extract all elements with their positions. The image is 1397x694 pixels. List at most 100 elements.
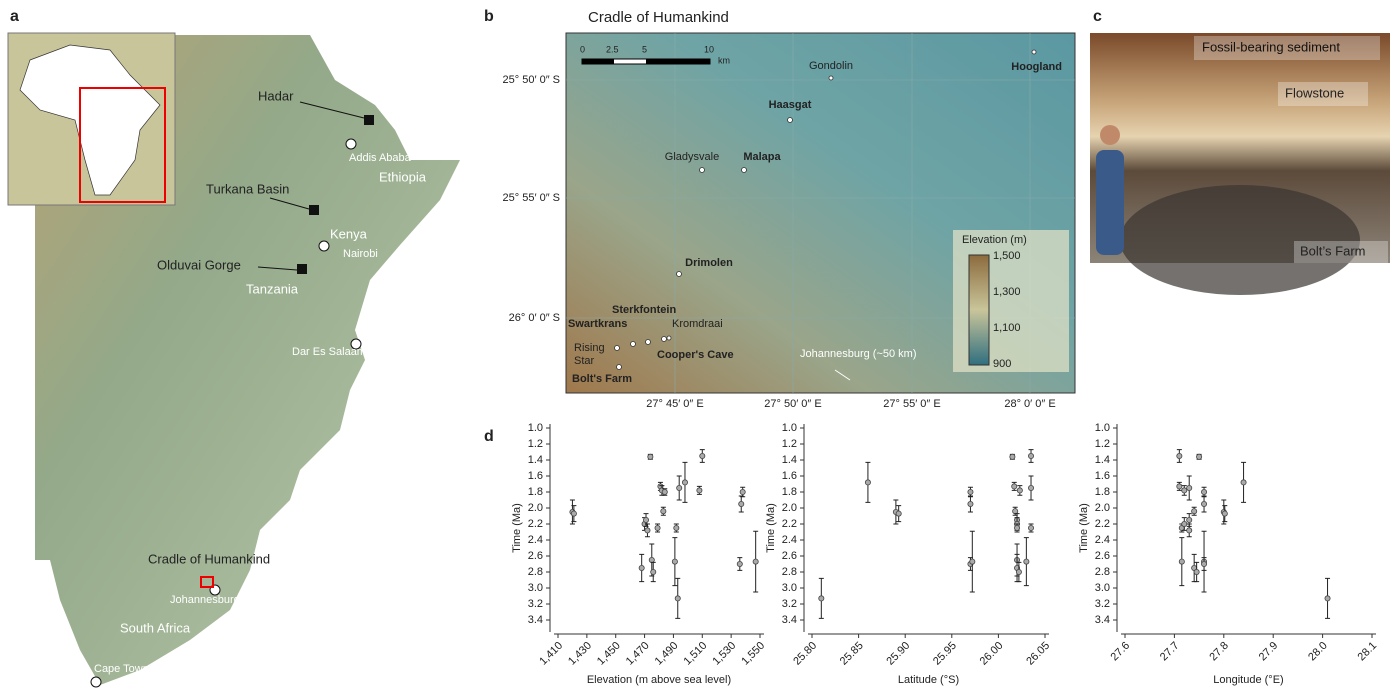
point [1016,569,1021,574]
scale-label: 10 [704,44,714,54]
panel-label: c [1093,8,1102,25]
y-tick-label: 1.8 [1095,486,1110,498]
y-tick-label: 2.4 [782,534,797,546]
annotation: Flowstone [1285,85,1344,100]
point [672,559,677,564]
y-tick-label: 2.0 [782,502,797,514]
y-tick-label: 1.6 [782,470,797,482]
site-label: Gondolin [809,60,853,72]
site [742,168,747,173]
x-tick-label: 28.1 [1356,640,1380,664]
scale-label: 0 [580,44,585,54]
point [1028,525,1033,530]
y-tick-label: 2.0 [528,502,543,514]
place: Olduvai Gorge [157,257,241,272]
figure: a Hadar Addis Ababa Ethiopia Turkana Bas… [0,0,1397,689]
y-tick-label: 2.6 [1095,550,1110,562]
x-tick-label: 27.7 [1158,640,1182,664]
lon-label: 27° 50′ 0″ E [764,398,821,410]
lon-label: 28° 0′ 0″ E [1004,398,1055,410]
point [1325,596,1330,601]
point [1177,484,1182,489]
point [662,489,667,494]
site [617,365,622,370]
point [1197,454,1202,459]
site-label: Swartkrans [568,318,627,330]
lat-label: 25° 55′ 0″ S [503,192,560,204]
site [667,336,671,340]
legend-tick: 900 [993,358,1011,370]
x-tick-label: 1,430 [566,640,594,668]
point [1179,559,1184,564]
y-tick-label: 1.8 [782,486,797,498]
lon-label: 27° 45′ 0″ E [646,398,703,410]
y-tick-label: 3.0 [528,582,543,594]
x-axis-label: Elevation (m above sea level) [587,674,731,686]
place: Tanzania [246,281,299,296]
place: Johannesburg [170,594,240,606]
point [968,501,973,506]
site [631,342,636,347]
panel-label: a [10,8,19,25]
y-tick-label: 3.4 [528,614,543,626]
y-tick-label: 2.4 [528,534,543,546]
y-tick-label: 1.2 [1095,438,1110,450]
site [662,337,667,342]
y-tick-label: 2.8 [782,566,797,578]
scale-label: 5 [642,44,647,54]
site-label: Sterkfontein [612,304,676,316]
elevation-ramp [969,255,989,365]
legend-tick: 1,300 [993,286,1021,298]
x-tick-label: 25.80 [791,640,819,668]
point [1187,517,1192,522]
map-title: Cradle of Humankind [588,9,729,26]
x-tick-label: 26.00 [978,640,1006,668]
site-label: Gladysvale [665,151,719,163]
point [968,489,973,494]
point [651,569,656,574]
site [646,340,651,345]
x-tick-label: 25.90 [884,640,912,668]
point [1222,511,1227,516]
y-tick-label: 1.0 [782,422,797,434]
site [1032,50,1036,54]
site [700,168,705,173]
point [571,511,576,516]
site-label: Hoogland [1011,61,1062,73]
site-marker [297,264,307,274]
place: Kenya [330,226,368,241]
x-tick-label: 27.8 [1207,640,1231,664]
place: Addis Ababa [349,152,412,164]
lat-label: 26° 0′ 0″ S [509,312,560,324]
point [643,517,648,522]
cave [1120,185,1360,295]
point [1028,485,1033,490]
legend-tick: 1,100 [993,322,1021,334]
point [648,454,653,459]
x-tick-label: 1,550 [739,640,767,668]
point [1201,561,1206,566]
point [1187,485,1192,490]
place: Nairobi [343,248,378,260]
annotation: Fossil-bearing sediment [1202,39,1340,54]
y-tick-label: 2.6 [782,550,797,562]
point [1024,559,1029,564]
x-tick-label: 27.6 [1109,640,1133,664]
y-tick-label: 3.2 [1095,598,1110,610]
site [829,76,833,80]
point [639,565,644,570]
site-label: Bolt's Farm [572,373,632,385]
legend-tick: 1,500 [993,250,1021,262]
y-tick-label: 1.2 [782,438,797,450]
point [753,559,758,564]
y-tick-label: 2.2 [528,518,543,530]
site-marker [309,205,319,215]
y-tick-label: 2.2 [782,518,797,530]
point [675,596,680,601]
y-tick-label: 2.8 [528,566,543,578]
point [674,525,679,530]
place: Hadar [258,88,294,103]
y-tick-label: 1.6 [528,470,543,482]
point [1241,480,1246,485]
city [346,139,356,149]
